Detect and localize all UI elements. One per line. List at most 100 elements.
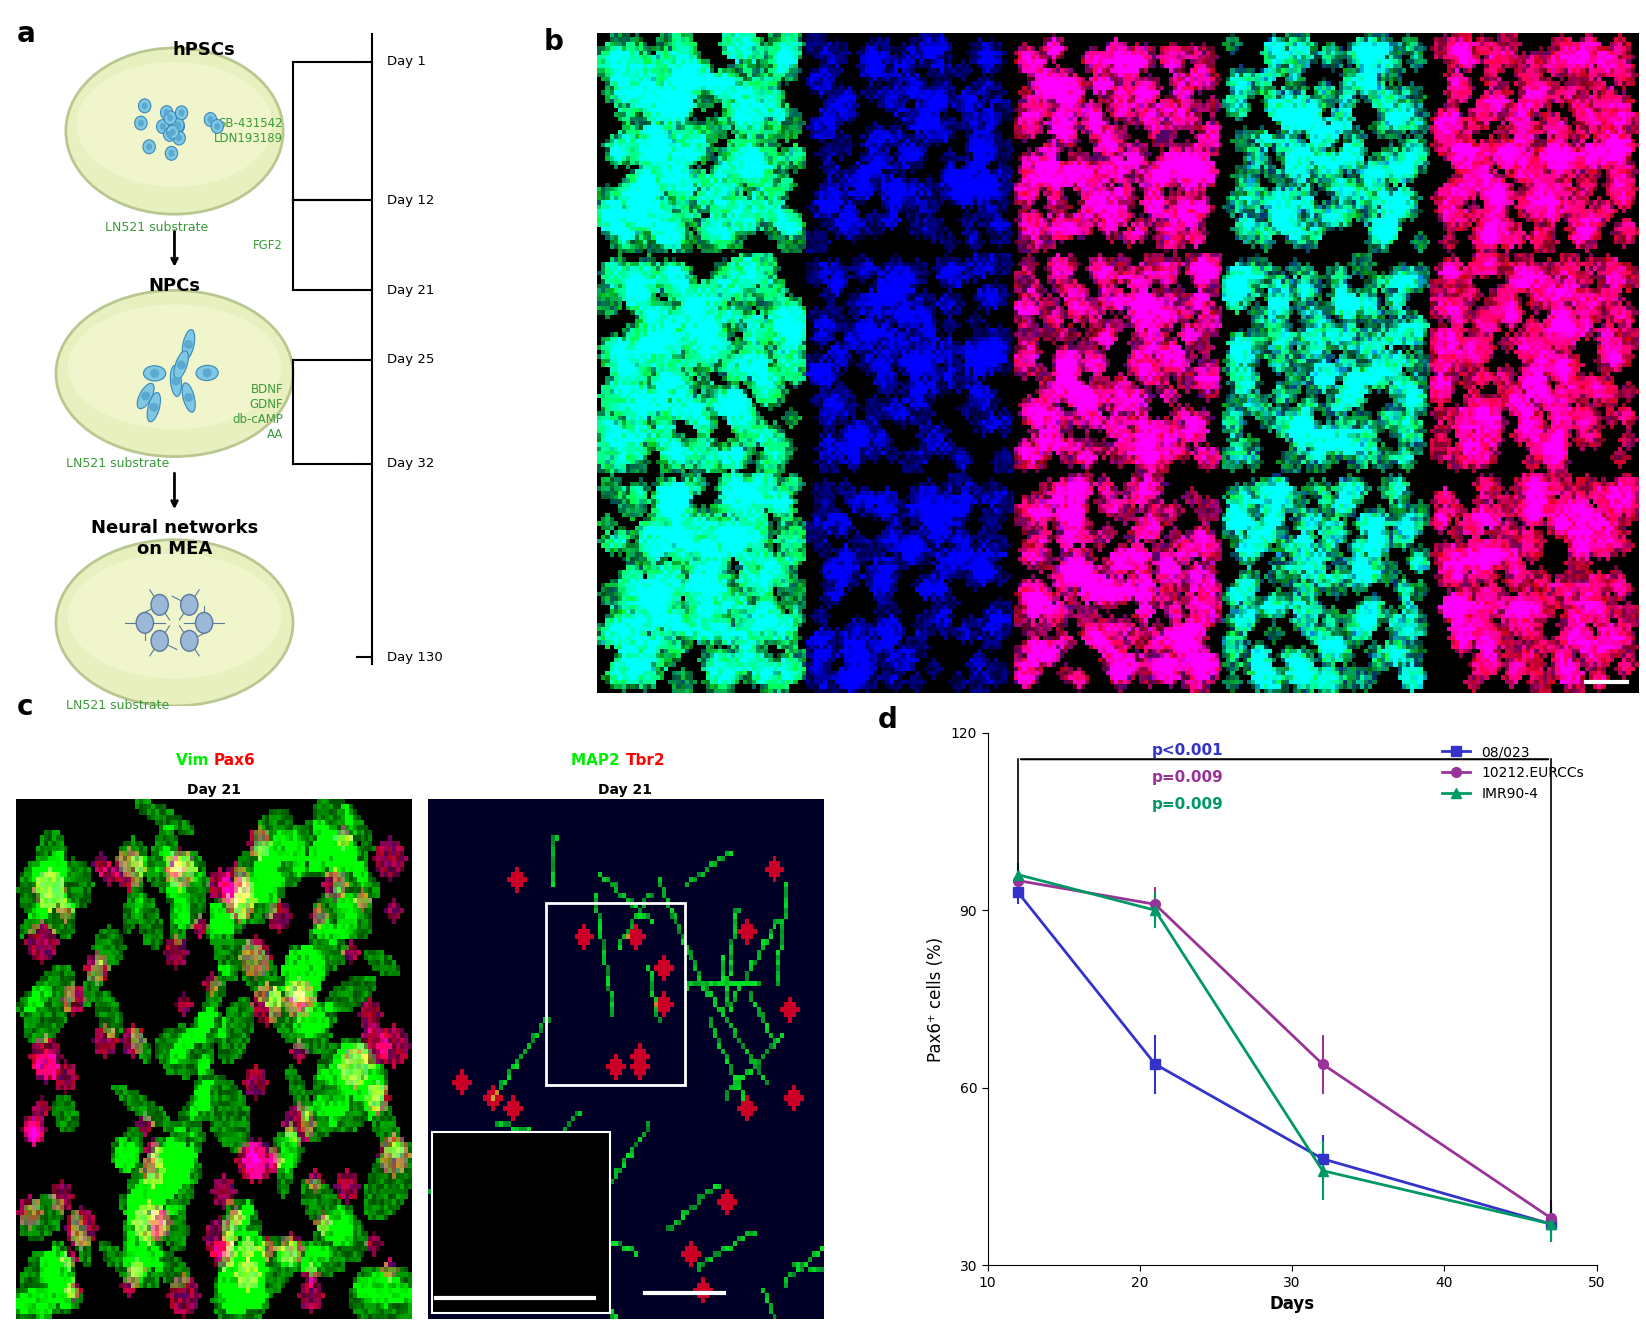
Text: FGF2: FGF2 <box>253 238 283 252</box>
Ellipse shape <box>161 105 173 120</box>
Y-axis label: Pax6⁺ cells (%): Pax6⁺ cells (%) <box>927 936 945 1062</box>
Text: Day 12: Day 12 <box>387 194 435 206</box>
Text: Oct4: Oct4 <box>632 35 672 49</box>
Ellipse shape <box>156 120 170 133</box>
Text: Day 21: Day 21 <box>599 782 652 797</box>
Text: hPSCs: hPSCs <box>630 99 673 113</box>
Text: d: d <box>877 706 897 734</box>
Text: Day 1: Day 1 <box>387 56 426 68</box>
Ellipse shape <box>174 121 181 128</box>
Ellipse shape <box>170 365 181 397</box>
Ellipse shape <box>77 63 272 186</box>
Text: MAP2: MAP2 <box>571 753 625 767</box>
Text: hPSCs: hPSCs <box>173 41 235 59</box>
Ellipse shape <box>151 594 168 615</box>
X-axis label: Days: Days <box>1269 1296 1315 1313</box>
Ellipse shape <box>176 123 181 129</box>
Text: Day 130: Day 130 <box>387 651 443 663</box>
Ellipse shape <box>173 120 184 133</box>
Ellipse shape <box>181 594 198 615</box>
Ellipse shape <box>142 103 148 109</box>
Text: Tbr2: Tbr2 <box>625 753 665 767</box>
Ellipse shape <box>174 350 188 380</box>
Ellipse shape <box>56 539 293 706</box>
Text: NPCs: NPCs <box>148 277 201 294</box>
Bar <box>431 1132 609 1313</box>
Ellipse shape <box>168 115 173 121</box>
Ellipse shape <box>66 48 283 214</box>
Text: Day 12: Day 12 <box>844 99 894 113</box>
Ellipse shape <box>137 613 153 633</box>
Ellipse shape <box>170 129 176 136</box>
Text: BDNF
GDNF
db-cAMP
AA: BDNF GDNF db-cAMP AA <box>232 382 283 441</box>
Ellipse shape <box>183 329 194 360</box>
Ellipse shape <box>181 630 198 651</box>
Text: Sox2: Sox2 <box>1065 35 1108 49</box>
Ellipse shape <box>184 393 193 402</box>
Ellipse shape <box>171 119 184 132</box>
Ellipse shape <box>166 131 173 139</box>
Ellipse shape <box>179 109 184 116</box>
Ellipse shape <box>171 377 181 385</box>
Text: FoxG1: FoxG1 <box>1277 35 1330 49</box>
Text: 08/023: 08/023 <box>568 119 581 168</box>
Ellipse shape <box>135 116 146 131</box>
Ellipse shape <box>163 128 176 141</box>
Ellipse shape <box>146 393 160 422</box>
Text: 10212.EURCCs: 10212.EURCCs <box>568 312 581 414</box>
Text: p=0.009: p=0.009 <box>1152 770 1223 785</box>
Text: p=0.009: p=0.009 <box>1152 797 1223 811</box>
Ellipse shape <box>137 384 155 409</box>
Ellipse shape <box>204 113 217 127</box>
Text: Day 12: Day 12 <box>1496 99 1546 113</box>
Ellipse shape <box>202 369 212 377</box>
Text: a: a <box>16 20 35 48</box>
Ellipse shape <box>183 382 196 412</box>
Ellipse shape <box>67 305 281 429</box>
Ellipse shape <box>176 135 183 141</box>
Ellipse shape <box>56 290 293 457</box>
Ellipse shape <box>173 131 186 145</box>
Ellipse shape <box>143 140 155 153</box>
Text: c: c <box>16 693 33 721</box>
Text: p<0.001: p<0.001 <box>1152 743 1223 758</box>
Text: Pax6: Pax6 <box>214 753 255 767</box>
Ellipse shape <box>168 151 174 157</box>
Text: LN521 substrate: LN521 substrate <box>66 457 170 470</box>
Ellipse shape <box>138 99 151 113</box>
Text: LN521 substrate: LN521 substrate <box>66 699 170 713</box>
Ellipse shape <box>150 402 158 412</box>
Ellipse shape <box>196 613 212 633</box>
Text: b: b <box>543 28 563 56</box>
Ellipse shape <box>150 369 160 378</box>
Ellipse shape <box>207 116 214 123</box>
Text: Day 12: Day 12 <box>1279 99 1328 113</box>
Ellipse shape <box>165 147 178 160</box>
Ellipse shape <box>184 340 193 349</box>
Text: Day 25: Day 25 <box>387 353 435 366</box>
Ellipse shape <box>211 120 224 133</box>
Legend: 08/023, 10212.EURCCs, IMR90-4: 08/023, 10212.EURCCs, IMR90-4 <box>1437 739 1590 807</box>
Ellipse shape <box>176 361 186 369</box>
Ellipse shape <box>163 109 170 116</box>
Text: LN521 substrate: LN521 substrate <box>105 221 209 234</box>
Text: Day 12: Day 12 <box>1062 99 1111 113</box>
Ellipse shape <box>214 123 221 129</box>
Text: SB-431542
LDN193189: SB-431542 LDN193189 <box>214 117 283 145</box>
Text: Oct4: Oct4 <box>849 35 889 49</box>
Ellipse shape <box>166 125 179 139</box>
Ellipse shape <box>165 111 176 125</box>
Ellipse shape <box>176 105 188 120</box>
Ellipse shape <box>146 144 151 151</box>
Text: Day 21: Day 21 <box>387 284 435 297</box>
Text: Vim: Vim <box>176 753 214 767</box>
Text: Neural networks
on MEA: Neural networks on MEA <box>91 519 258 558</box>
Ellipse shape <box>138 120 143 127</box>
Ellipse shape <box>151 630 168 651</box>
Ellipse shape <box>160 123 166 131</box>
Text: Pax6: Pax6 <box>1500 35 1542 49</box>
Text: Day 32: Day 32 <box>387 457 435 470</box>
Ellipse shape <box>67 554 281 678</box>
Bar <box>546 903 685 1084</box>
Ellipse shape <box>196 365 219 381</box>
